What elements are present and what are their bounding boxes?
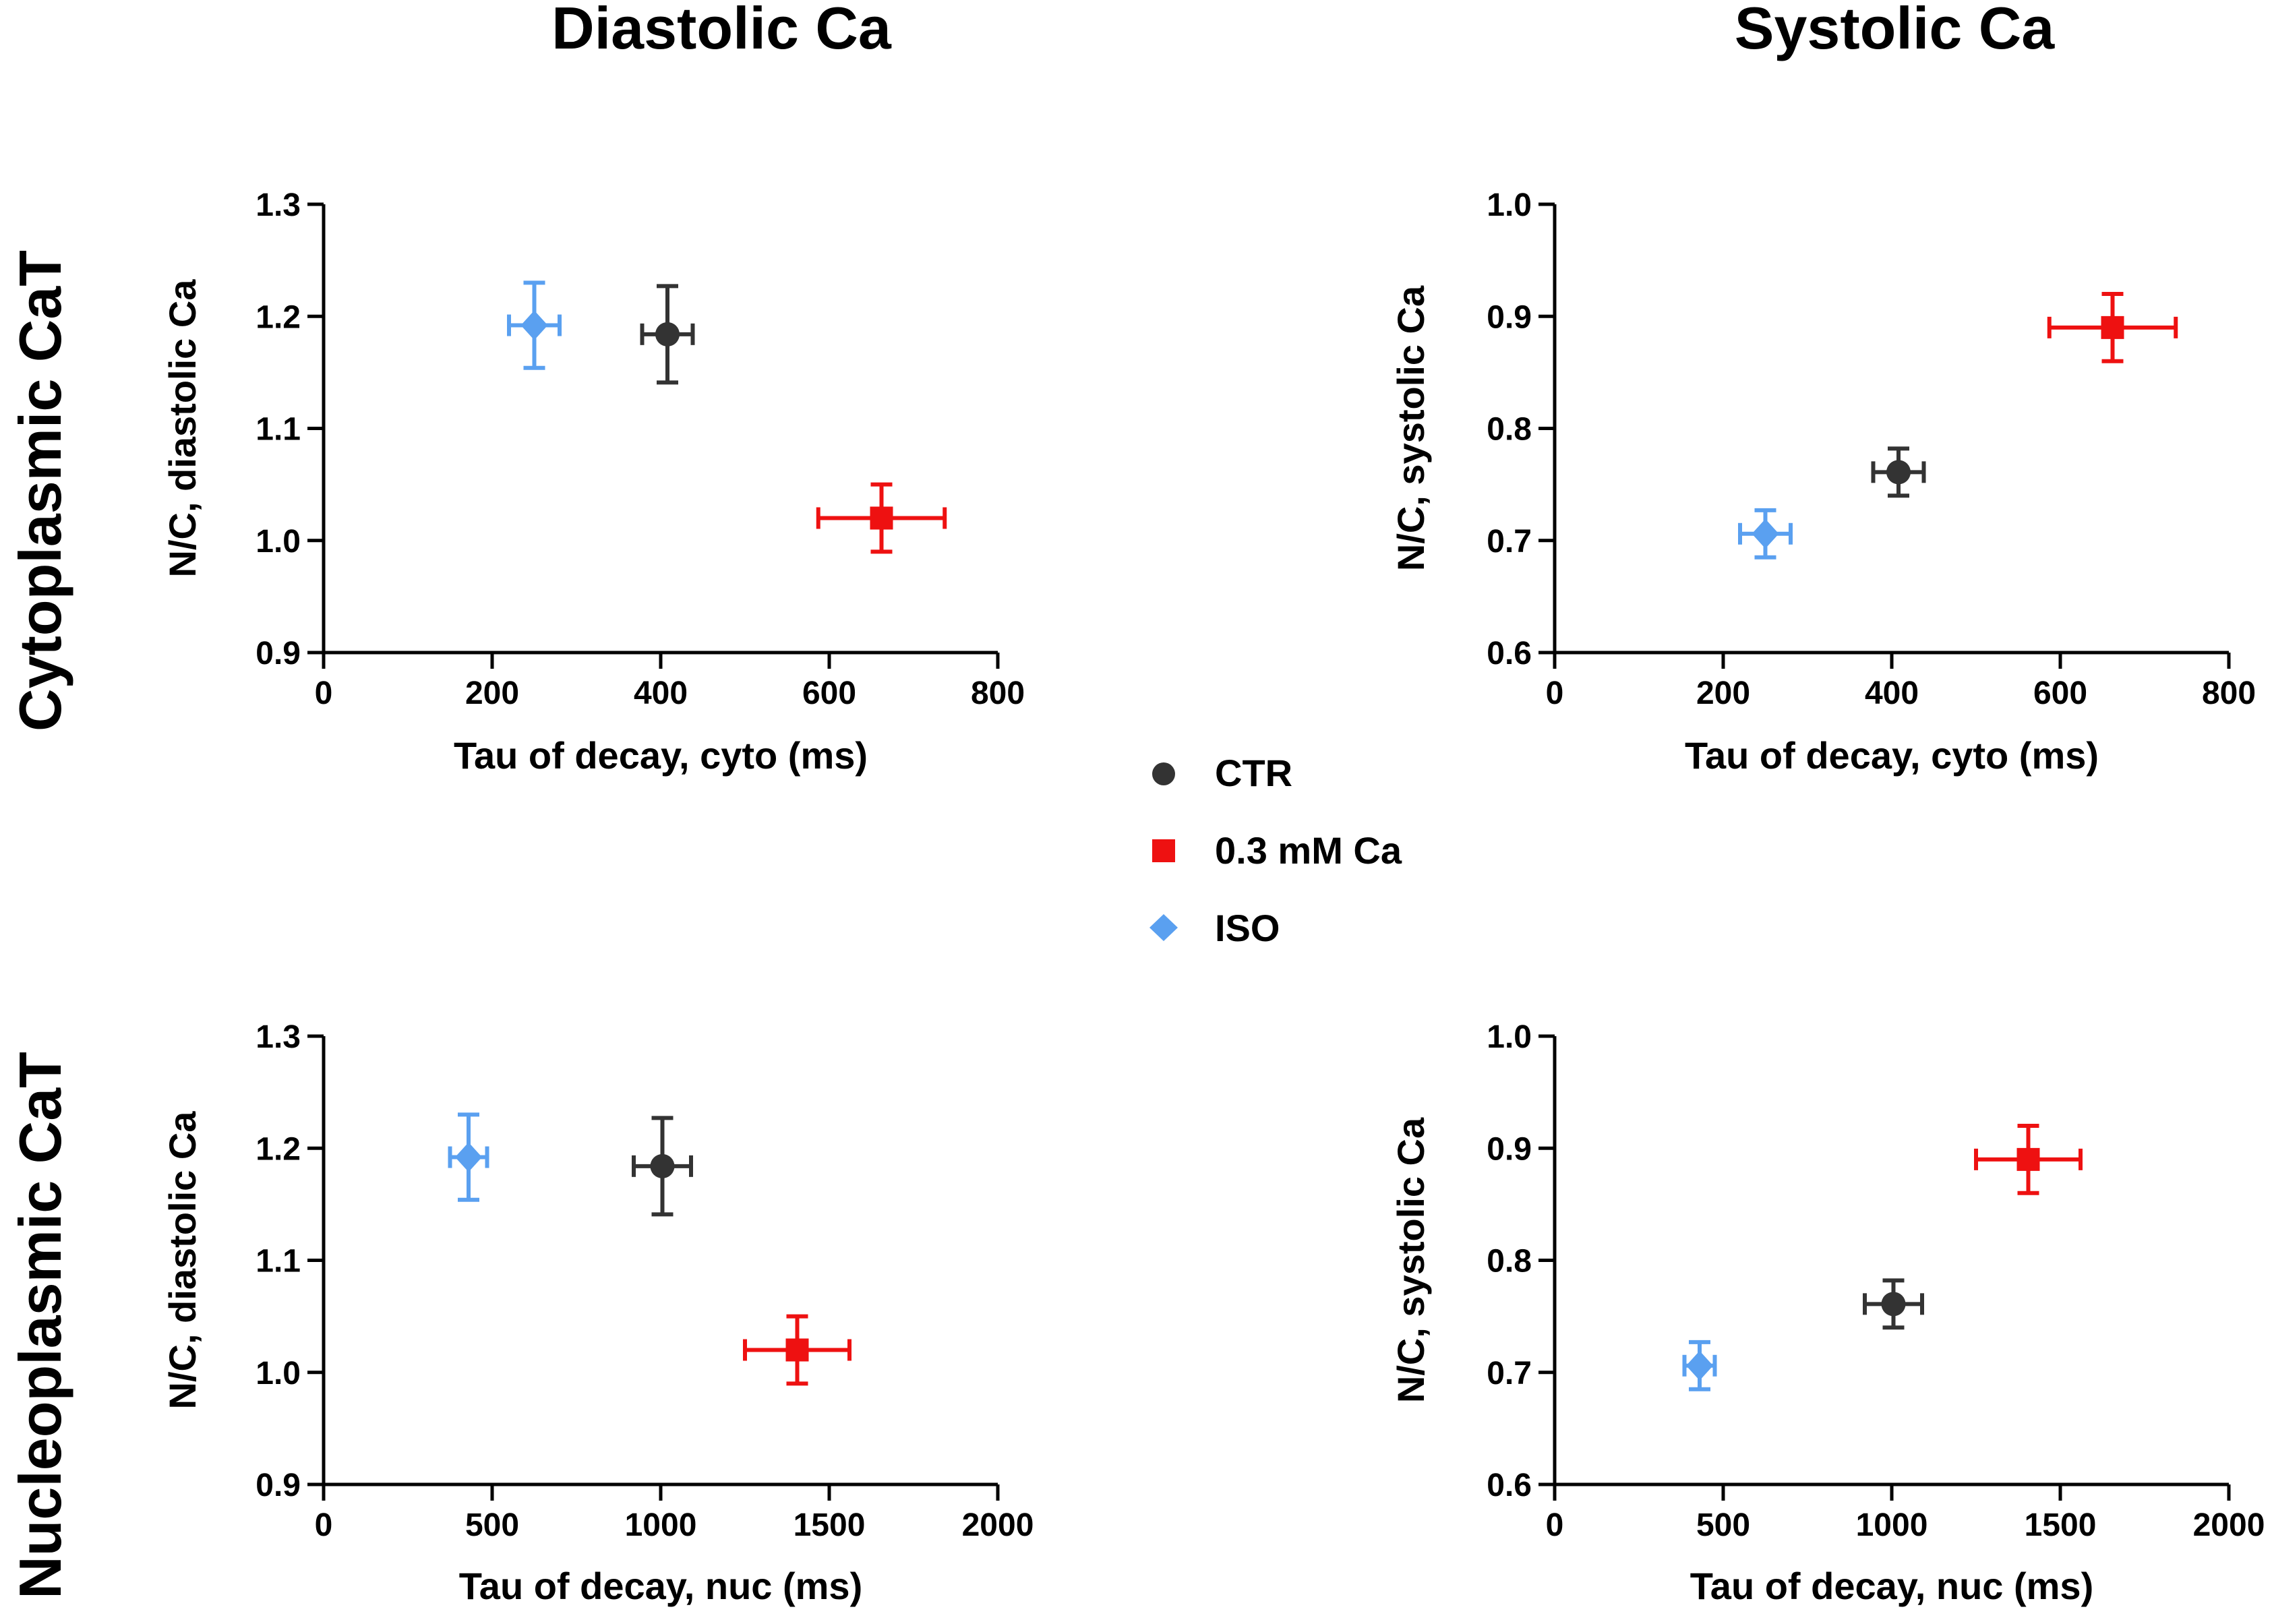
point-iso: [1686, 1350, 1713, 1381]
y-tick-label: 0.6: [1487, 636, 1532, 671]
point-low-ca: [2016, 1147, 2040, 1171]
legend-entry-low-ca: 0.3 mM Ca: [1152, 829, 1402, 872]
legend-entry-iso: ISO: [1149, 907, 1280, 949]
x-tick-label: 0: [1546, 675, 1564, 711]
x-tick-label: 200: [1696, 675, 1750, 711]
point-iso: [1752, 518, 1779, 549]
panel-2: 0.6 0.7 0.8 0.9 1.0 0 200 400 600 800 Tau of decay…: [1389, 187, 2256, 777]
panel-4: 0.6 0.7 0.8 0.9 1.0 0 500 1000 1500 2000 Tau of de…: [1389, 1019, 2265, 1607]
x-axis-label: Tau of decay, nuc (ms): [1690, 1565, 2093, 1607]
point-iso: [455, 1142, 482, 1172]
error-bars-ctr: [1863, 1278, 1924, 1330]
y-tick-label: 0.9: [1487, 299, 1532, 335]
y-tick-label: 0.9: [256, 636, 301, 671]
x-tick-label: 500: [1696, 1507, 1750, 1543]
legend-label-low-ca: 0.3 mM Ca: [1215, 829, 1402, 872]
panel-1: 0.9 1.0 1.1 1.2 1.3 0 200 400 600 800 Tau of decay…: [161, 187, 1025, 777]
legend-label-iso: ISO: [1215, 907, 1280, 949]
y-tick-label: 1.1: [256, 1244, 301, 1280]
y-tick-label: 0.9: [1487, 1131, 1532, 1167]
y-tick-label: 1.0: [1487, 1019, 1532, 1055]
x-tick-label: 800: [971, 675, 1025, 711]
x-axis-label: Tau of decay, nuc (ms): [459, 1565, 862, 1607]
x-tick-label: 1500: [794, 1507, 866, 1543]
y-axis-label: N/C, systolic Ca: [1389, 1117, 1432, 1403]
point-ctr: [1886, 460, 1911, 485]
y-tick-label: 0.6: [1487, 1468, 1532, 1503]
x-tick-label: 500: [465, 1507, 519, 1543]
x-tick-label: 200: [465, 675, 519, 711]
y-tick-label: 1.3: [256, 187, 301, 223]
legend-marker-ctr: [1152, 762, 1175, 785]
point-low-ca: [870, 506, 893, 530]
row-title-nucleoplasmic: Nucleoplasmic CaT: [7, 1052, 73, 1599]
y-tick-label: 1.0: [1487, 187, 1532, 223]
x-tick-label: 0: [315, 675, 333, 711]
y-axis-label: N/C, diastolic Ca: [161, 1111, 204, 1410]
x-tick-label: 2000: [2193, 1507, 2265, 1543]
point-low-ca: [2101, 315, 2124, 339]
point-low-ca: [785, 1338, 809, 1362]
legend: CTR 0.3 mM Ca ISO: [1149, 752, 1402, 949]
point-ctr: [650, 1153, 675, 1178]
y-tick-label: 1.3: [256, 1019, 301, 1055]
y-tick-label: 1.2: [256, 1131, 301, 1167]
row-title-cytoplasmic: Cytoplasmic CaT: [7, 250, 73, 731]
x-tick-label: 0: [315, 1507, 333, 1543]
y-tick-label: 1.2: [256, 299, 301, 335]
y-tick-label: 1.0: [256, 1356, 301, 1391]
x-tick-label: 0: [1546, 1507, 1564, 1543]
x-axis-label: Tau of decay, cyto (ms): [1685, 734, 2099, 777]
x-tick-label: 2000: [962, 1507, 1034, 1543]
x-tick-label: 1500: [2025, 1507, 2097, 1543]
point-ctr: [1881, 1292, 1906, 1317]
y-tick-label: 0.7: [1487, 1356, 1532, 1391]
x-tick-label: 600: [2033, 675, 2087, 711]
y-tick-label: 1.1: [256, 412, 301, 448]
x-tick-label: 1000: [1856, 1507, 1928, 1543]
y-tick-label: 1.0: [256, 524, 301, 560]
y-tick-label: 0.8: [1487, 412, 1532, 448]
y-tick-label: 0.7: [1487, 524, 1532, 560]
panel-3: 0.9 1.0 1.1 1.2 1.3 0 500 1000 1500 2000 Tau of de…: [161, 1019, 1034, 1607]
y-axis-label: N/C, diastolic Ca: [161, 279, 204, 578]
point-ctr: [655, 322, 680, 347]
point-iso: [520, 310, 548, 340]
column-title-diastolic: Diastolic Ca: [551, 0, 892, 61]
x-tick-label: 600: [802, 675, 856, 711]
x-tick-label: 800: [2202, 675, 2256, 711]
x-axis-label: Tau of decay, cyto (ms): [454, 734, 868, 777]
legend-label-ctr: CTR: [1215, 752, 1292, 794]
x-tick-label: 1000: [625, 1507, 697, 1543]
legend-entry-ctr: CTR: [1152, 752, 1292, 794]
y-tick-label: 0.9: [256, 1468, 301, 1503]
x-tick-label: 400: [1865, 675, 1919, 711]
legend-marker-iso: [1149, 914, 1178, 941]
legend-marker-low-ca: [1152, 839, 1175, 862]
y-axis-label: N/C, systolic Ca: [1389, 285, 1432, 571]
y-tick-label: 0.8: [1487, 1244, 1532, 1280]
x-tick-label: 400: [634, 675, 688, 711]
column-title-systolic: Systolic Ca: [1735, 0, 2055, 61]
